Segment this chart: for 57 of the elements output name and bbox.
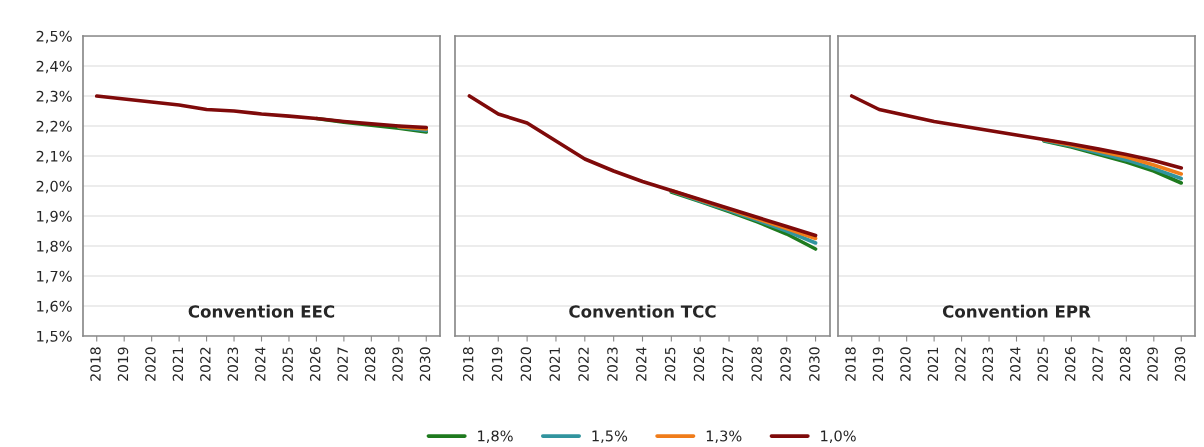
y-tick-label: 1,5% — [37, 330, 72, 344]
x-tick-label: 2024 — [636, 347, 647, 381]
x-tick-label: 2030 — [1174, 347, 1186, 381]
x-tick-label: 2030 — [419, 347, 431, 381]
x-tick-label: 2020 — [145, 347, 156, 381]
text: Convention EEC — [188, 304, 335, 318]
x-tick-label: 2020 — [900, 347, 911, 381]
x-tick-label: 2023 — [982, 347, 994, 381]
x-tick-label: 2029 — [780, 347, 791, 381]
x-tick-label: 2021 — [172, 347, 184, 381]
y-tick-label: 1,6% — [37, 300, 72, 314]
y-tick-label: 1,8% — [37, 240, 72, 254]
x-tick-label: 2021 — [549, 347, 560, 381]
x-tick-label: 2024 — [1010, 347, 1021, 381]
x-tick-label: 2026 — [693, 347, 705, 381]
x-tick-label: 2023 — [227, 347, 239, 381]
x-tick-label: 2018 — [90, 347, 101, 381]
x-tick-label: 2028 — [364, 347, 376, 381]
x-tick-label: 2025 — [1037, 347, 1048, 381]
x-tick-label: 2027 — [722, 347, 734, 381]
text: Convention TCC — [569, 304, 716, 318]
x-tick-label: 2025 — [282, 347, 293, 381]
x-tick-label: 2019 — [491, 347, 503, 381]
x-tick-label: 2018 — [462, 347, 474, 381]
x-tick-label: 2018 — [845, 347, 856, 381]
text: Convention EPR — [942, 304, 1091, 318]
x-tick-label: 2030 — [809, 347, 820, 381]
x-tick-label: 2022 — [200, 347, 211, 381]
x-tick-label: 2027 — [1092, 347, 1103, 381]
y-tick-label: 2,4% — [36, 60, 72, 74]
y-tick-label: 2,3% — [36, 90, 72, 104]
y-tick-label: 1,9% — [37, 210, 72, 224]
x-tick-label: 2019 — [872, 347, 884, 381]
x-tick-label: 2026 — [309, 347, 321, 381]
y-tick-label: 2,1% — [36, 150, 72, 164]
legend-label: 1,5% — [592, 430, 628, 443]
y-tick-label: 2,5% — [36, 30, 72, 44]
legend-label: 1,0% — [821, 430, 856, 443]
x-tick-label: 2022 — [578, 347, 589, 381]
x-tick-label: 2027 — [337, 347, 348, 381]
x-tick-label: 2019 — [117, 347, 129, 381]
legend-label: 1,8% — [478, 430, 513, 443]
x-tick-label: 2025 — [664, 347, 676, 381]
legend-label: 1,3% — [706, 430, 742, 443]
x-tick-label: 2026 — [1064, 347, 1076, 381]
x-tick-label: 2023 — [607, 347, 618, 381]
x-tick-label: 2029 — [1147, 347, 1158, 381]
y-tick-label: 2,0% — [36, 180, 72, 194]
y-tick-label: 2,2% — [36, 120, 72, 134]
x-tick-label: 2028 — [1119, 347, 1131, 381]
x-tick-label: 2024 — [255, 347, 266, 381]
x-tick-label: 2020 — [520, 347, 532, 381]
y-tick-label: 1,7% — [37, 270, 72, 284]
x-tick-label: 2029 — [392, 347, 403, 381]
x-tick-label: 2021 — [927, 347, 939, 381]
x-tick-label: 2028 — [751, 347, 762, 381]
x-tick-label: 2022 — [955, 347, 966, 381]
